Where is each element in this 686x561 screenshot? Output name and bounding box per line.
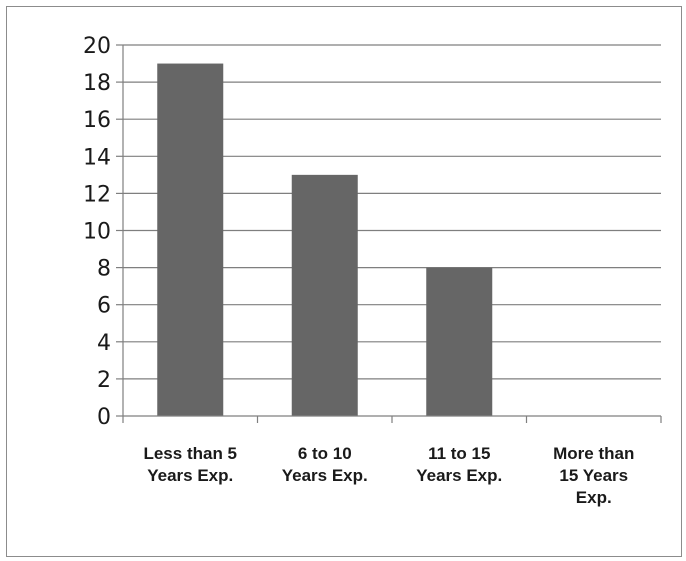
y-tick-label: 8 <box>97 257 111 282</box>
y-tick-label: 16 <box>83 108 111 133</box>
chart-frame: 0 2 4 6 8 10 12 14 16 18 20 Less than 5 Years Exp. 6… <box>6 6 682 557</box>
x-category-label: Exp. <box>576 488 612 507</box>
y-tick-label: 14 <box>83 145 111 170</box>
x-category-label: 15 Years <box>559 466 628 485</box>
y-tick-label: 10 <box>83 220 111 245</box>
y-tick-label: 20 <box>83 34 111 59</box>
y-tick-label: 18 <box>83 71 111 96</box>
x-category-label: More than <box>553 444 634 463</box>
x-category-labels: Less than 5 Years Exp. 6 to 10 Years Exp. 11… <box>143 444 634 507</box>
x-category-label: Years Exp. <box>147 466 233 485</box>
bar-chart: 0 2 4 6 8 10 12 14 16 18 20 Less than 5 Years Exp. 6… <box>83 34 662 507</box>
y-tick-label: 12 <box>83 182 111 207</box>
bars <box>157 63 493 417</box>
y-tick-label: 2 <box>97 368 111 393</box>
x-category-label: Less than 5 <box>143 444 237 463</box>
y-tick-label: 4 <box>97 331 111 356</box>
y-tick-labels: 0 2 4 6 8 10 12 14 16 18 20 <box>83 34 111 430</box>
bar <box>426 267 493 416</box>
axes <box>116 44 662 423</box>
x-category-label: 11 to 15 <box>428 444 490 463</box>
x-category-label: 6 to 10 <box>298 444 352 463</box>
y-tick-label: 6 <box>97 294 111 319</box>
x-category-label: Years Exp. <box>282 466 368 485</box>
bar <box>157 63 224 417</box>
bar <box>291 174 358 416</box>
x-category-label: Years Exp. <box>416 466 502 485</box>
y-tick-label: 0 <box>97 405 111 430</box>
